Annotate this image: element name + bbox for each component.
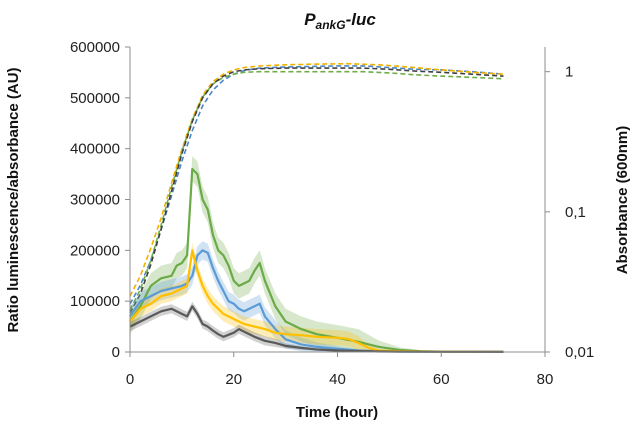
series-band-3: [130, 301, 504, 352]
chart-title-suffix: -luc: [346, 10, 377, 29]
y2-tick-label: 0,01: [565, 344, 594, 361]
x-tick-label: 40: [329, 371, 346, 388]
chart-title: PankG-luc: [304, 10, 376, 32]
y2-ticks: 0,01 0,1 1: [545, 64, 594, 361]
y-tick-label: 100000: [70, 293, 120, 310]
series-band-2: [130, 242, 504, 352]
y-axis-title: Ratio luminescence/absorbance (AU): [5, 67, 22, 332]
series-line-5: [129, 62, 504, 297]
y2-tick-label: 1: [565, 64, 573, 81]
chart-title-main: P: [304, 10, 316, 29]
x-tick-label: 0: [126, 371, 134, 388]
series-line-7: [129, 67, 504, 314]
y-tick-label: 500000: [70, 90, 120, 107]
series-line-3: [129, 305, 504, 353]
x-tick-label: 60: [433, 371, 450, 388]
y-tick-label: 600000: [70, 39, 120, 56]
series-band-0: [130, 156, 504, 352]
y-tick-label: 200000: [70, 242, 120, 259]
chart-title-subscript: ankG: [316, 18, 346, 32]
y-tick-label: 400000: [70, 141, 120, 158]
y2-axis-title: Absorbance (600nm): [614, 126, 631, 274]
series-line-2: [129, 249, 504, 353]
x-ticks: 0 20 40 60 80: [126, 352, 554, 388]
y-tick-label: 0: [112, 344, 120, 361]
series-line-1: [129, 249, 504, 353]
y2-tick-label: 0,1: [565, 204, 586, 221]
x-tick-label: 80: [537, 371, 554, 388]
x-axis-title: Time (hour): [296, 404, 378, 421]
x-tick-label: 20: [225, 371, 242, 388]
series-line-6: [129, 70, 504, 311]
plot-area: [129, 62, 504, 353]
series-line-0: [129, 167, 504, 353]
y-tick-label: 300000: [70, 192, 120, 209]
y-ticks: 0 100000 200000 300000 400000 500000 600000: [70, 39, 130, 361]
